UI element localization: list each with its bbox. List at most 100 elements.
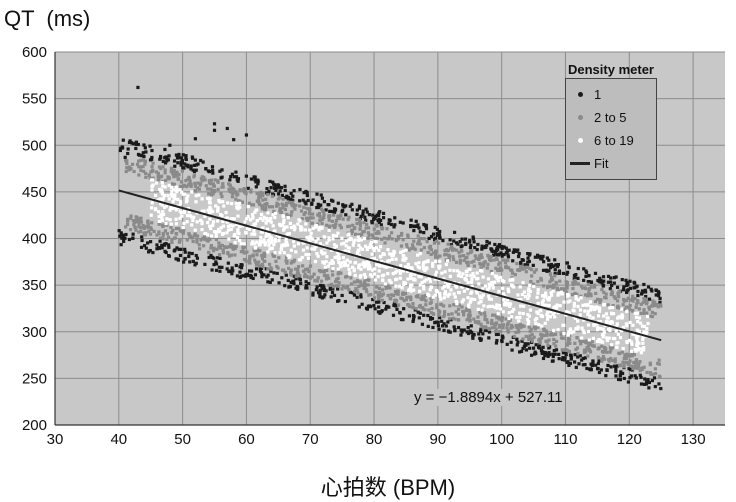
data-point: [319, 207, 324, 211]
data-point: [571, 281, 575, 285]
data-point: [610, 283, 614, 288]
data-point: [597, 338, 601, 342]
data-point: [250, 203, 254, 207]
data-point: [631, 308, 635, 313]
data-point: [154, 181, 159, 185]
data-point: [158, 154, 163, 159]
data-point: [347, 267, 351, 271]
data-point: [641, 348, 645, 352]
data-point: [269, 216, 273, 221]
data-point: [621, 347, 625, 351]
data-point: [402, 292, 406, 296]
data-point: [536, 279, 540, 284]
data-point: [151, 250, 155, 255]
data-point: [130, 162, 135, 166]
data-point: [417, 238, 421, 242]
data-point: [255, 240, 259, 244]
data-point: [435, 233, 440, 237]
data-point: [447, 317, 452, 321]
data-point: [419, 297, 423, 301]
data-point: [352, 280, 357, 284]
data-point: [470, 290, 474, 294]
data-point: [610, 289, 614, 293]
data-point: [481, 293, 485, 297]
data-point: [398, 220, 402, 224]
data-point: [289, 280, 293, 285]
data-point: [367, 267, 371, 271]
data-point: [348, 204, 352, 208]
data-point: [573, 341, 577, 345]
data-point: [132, 223, 136, 227]
data-point: [481, 275, 485, 279]
data-point: [283, 207, 287, 212]
data-point: [131, 232, 135, 236]
data-point: [635, 337, 639, 341]
data-point: [259, 271, 264, 275]
data-point: [435, 303, 439, 307]
data-point: [256, 178, 260, 182]
data-point: [249, 188, 253, 192]
data-point: [170, 189, 174, 193]
data-point: [489, 255, 493, 259]
data-point: [436, 324, 441, 328]
data-point: [272, 254, 277, 258]
data-point: [446, 259, 450, 263]
data-point: [384, 307, 388, 311]
data-point: [458, 239, 462, 244]
data-point: [524, 343, 528, 347]
data-point: [151, 176, 155, 180]
legend-symbol-dot: [570, 92, 590, 97]
data-point: [577, 362, 581, 366]
data-point: [286, 216, 290, 220]
data-point: [215, 256, 220, 260]
data-point: [525, 265, 530, 269]
data-point: [657, 362, 661, 366]
data-point: [552, 342, 556, 346]
data-point: [616, 293, 620, 297]
data-point: [527, 325, 531, 329]
data-point: [613, 296, 617, 301]
data-point: [160, 243, 164, 247]
data-point: [327, 236, 331, 240]
data-point: [617, 315, 621, 319]
data-point: [303, 228, 308, 232]
data-point: [476, 315, 480, 319]
data-point: [296, 242, 300, 246]
data-point: [642, 297, 646, 301]
data-point: [392, 249, 396, 253]
data-point: [364, 207, 368, 211]
data-point: [642, 299, 647, 303]
data-point: [500, 316, 504, 320]
data-point: [310, 202, 314, 206]
data-point: [605, 338, 610, 342]
data-point: [250, 242, 254, 246]
data-point: [540, 324, 544, 328]
data-point: [219, 176, 223, 180]
legend-symbol-line: [570, 162, 590, 165]
data-point: [401, 258, 405, 262]
data-point: [267, 219, 271, 223]
data-point: [194, 200, 198, 204]
data-point: [290, 259, 294, 264]
data-point: [620, 307, 624, 311]
data-point: [468, 240, 472, 244]
data-point: [601, 335, 605, 339]
data-point: [615, 299, 620, 303]
data-point: [600, 340, 605, 344]
data-point: [284, 236, 288, 240]
data-point: [160, 198, 165, 202]
data-point: [595, 339, 600, 344]
data-point: [236, 228, 240, 232]
data-point: [358, 218, 362, 222]
data-point: [452, 257, 456, 262]
data-point: [598, 301, 602, 305]
data-point: [608, 321, 612, 326]
data-point: [216, 209, 220, 213]
data-point: [210, 268, 214, 272]
data-point: [455, 269, 460, 273]
data-point: [160, 191, 165, 195]
data-point: [160, 218, 165, 222]
data-point: [350, 202, 354, 206]
data-point: [374, 231, 379, 235]
data-point: [137, 225, 141, 229]
